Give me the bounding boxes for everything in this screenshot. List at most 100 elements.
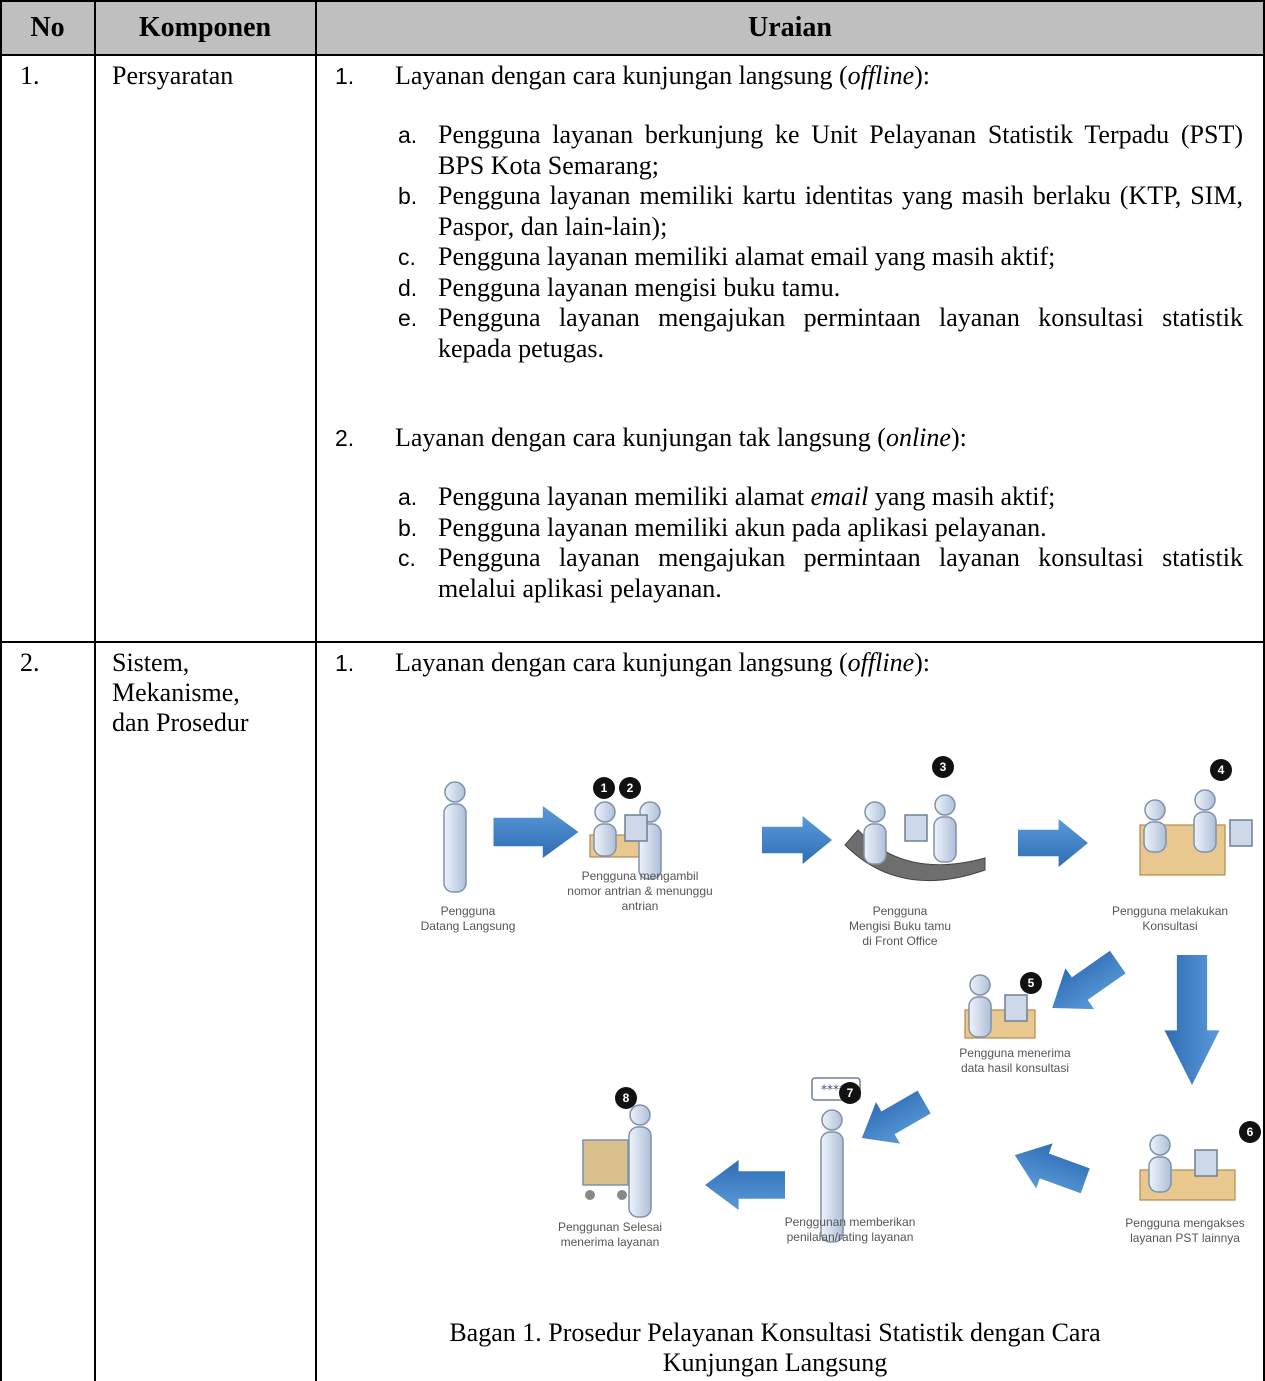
italic-text: online xyxy=(885,423,951,452)
step-number: 3 xyxy=(940,760,947,774)
step-label: Mengisi Buku tamu xyxy=(849,919,951,933)
step-label: data hasil konsultasi xyxy=(961,1061,1069,1075)
person-head xyxy=(1149,1134,1171,1156)
person-body xyxy=(443,803,467,893)
item-marker: a. xyxy=(398,484,418,510)
person-body xyxy=(1143,821,1167,853)
monitor xyxy=(1004,994,1028,1022)
flow-arrow xyxy=(861,1090,931,1144)
item-list: a. Pengguna layanan memiliki alamat email… xyxy=(398,482,1243,604)
person-head xyxy=(969,974,991,996)
header-cell: No xyxy=(30,12,65,43)
step-badge xyxy=(593,777,615,799)
text: Pengguna layanan memiliki akun pada apli… xyxy=(438,512,1047,542)
rule xyxy=(1263,0,1265,1381)
text: Pengguna layanan mengisi buku tamu. xyxy=(438,272,841,302)
flow-arrow xyxy=(1164,955,1220,1085)
text: Pengguna layanan mengajukan permintaan l… xyxy=(438,543,1243,603)
text: ): xyxy=(914,61,930,90)
person-body xyxy=(820,1131,844,1243)
section-heading: Layanan dengan cara kunjungan langsung (… xyxy=(395,648,930,678)
step-label: Datang Langsung xyxy=(421,919,516,933)
italic-text: offline xyxy=(847,61,915,90)
step-label: penilaian/rating layanan xyxy=(787,1230,914,1244)
component-line: Mekanisme, xyxy=(112,678,240,707)
person-body xyxy=(628,1126,652,1218)
rule xyxy=(0,0,1265,2)
step-badge xyxy=(1239,1121,1261,1143)
section-heading: Layanan dengan cara kunjungan langsung (… xyxy=(395,61,930,91)
cart-wheel xyxy=(585,1190,595,1200)
text: Layanan dengan cara kunjungan langsung ( xyxy=(395,648,848,677)
step-label: Pengguna xyxy=(873,904,928,918)
list-item: a. Pengguna layanan memiliki alamat email… xyxy=(398,482,1243,513)
component-line: Sistem, xyxy=(112,648,190,677)
person-head xyxy=(444,781,466,803)
step-label: menerima layanan xyxy=(561,1235,660,1249)
list-item: e. Pengguna layanan mengajukan permintaan… xyxy=(398,303,1243,364)
person-head xyxy=(1194,789,1216,811)
person-body xyxy=(593,823,617,857)
flow-arrow xyxy=(762,816,832,864)
flow-arrow xyxy=(493,806,579,858)
monitor xyxy=(904,814,928,842)
flow-arrow xyxy=(1014,1143,1090,1194)
figure-caption: Kunjungan Langsung xyxy=(663,1348,888,1377)
text: Pengguna layanan berkunjung ke Unit Pela… xyxy=(438,120,1243,180)
row-number: 2. xyxy=(20,648,40,677)
section-marker: 1. xyxy=(335,650,355,676)
text: yang masih aktif; xyxy=(868,482,1056,511)
text: Pengguna layanan memiliki kartu identita… xyxy=(438,181,1243,241)
list-item: c. Pengguna layanan memiliki alamat email… xyxy=(398,242,1243,273)
step-number: 8 xyxy=(623,1091,630,1105)
section-marker: 2. xyxy=(335,425,355,451)
header-cell: Uraian xyxy=(748,12,832,43)
person-body xyxy=(1193,811,1217,853)
step-number: 4 xyxy=(1218,763,1225,777)
monitor xyxy=(624,814,648,842)
step-label: Pengguna mengambil xyxy=(582,869,699,883)
monitor xyxy=(1194,1149,1218,1177)
section-heading: Layanan dengan cara kunjungan tak langsu… xyxy=(395,423,967,453)
person-head xyxy=(629,1104,651,1126)
header-cell: Komponen xyxy=(138,12,272,43)
row-number: 1. xyxy=(20,61,40,90)
step-badge xyxy=(619,777,641,799)
person-body xyxy=(933,816,957,863)
list-item: d. Pengguna layanan mengisi buku tamu. xyxy=(398,273,1243,304)
step-badge xyxy=(1020,972,1042,994)
step-label: Pengguna xyxy=(441,904,496,918)
text: ): xyxy=(914,648,930,677)
component: Sistem, Mekanisme, dan Prosedur xyxy=(112,648,248,738)
text: Layanan dengan cara kunjungan tak langsu… xyxy=(395,423,886,452)
step-label: Pengguna mengakses xyxy=(1125,1216,1244,1230)
item-marker: b. xyxy=(398,183,418,209)
text: Pengguna layanan memiliki alamat email y… xyxy=(438,242,1056,271)
step-label: layanan PST lainnya xyxy=(1130,1231,1240,1245)
rule xyxy=(315,0,317,1381)
item-marker: b. xyxy=(398,514,418,541)
person-head xyxy=(821,1109,843,1131)
monitor xyxy=(1229,819,1253,847)
figure-caption: Bagan 1. Prosedur Pelayanan Konsultasi S… xyxy=(449,1318,1101,1347)
item-marker: c. xyxy=(398,244,416,270)
step-badge xyxy=(615,1087,637,1109)
text: Pengguna layanan mengajukan permintaan l… xyxy=(438,303,1243,363)
person-body xyxy=(1148,1156,1172,1193)
cart-wheel xyxy=(617,1190,627,1200)
step-number: 5 xyxy=(1028,976,1035,990)
person-body xyxy=(863,823,887,865)
header-row xyxy=(0,0,1265,55)
step-label: Pengguna melakukan xyxy=(1112,904,1228,918)
step-number: 1 xyxy=(601,781,608,795)
list-item: a. Pengguna layanan berkunjung ke Unit Pe… xyxy=(398,120,1243,181)
item-marker: c. xyxy=(398,545,416,571)
step-badge xyxy=(1210,759,1232,781)
section-marker: 1. xyxy=(335,63,355,89)
rule xyxy=(0,641,1265,643)
component-line: dan Prosedur xyxy=(112,708,249,737)
step-number: 2 xyxy=(627,781,634,795)
person-head xyxy=(864,801,886,823)
cart xyxy=(582,1139,629,1186)
